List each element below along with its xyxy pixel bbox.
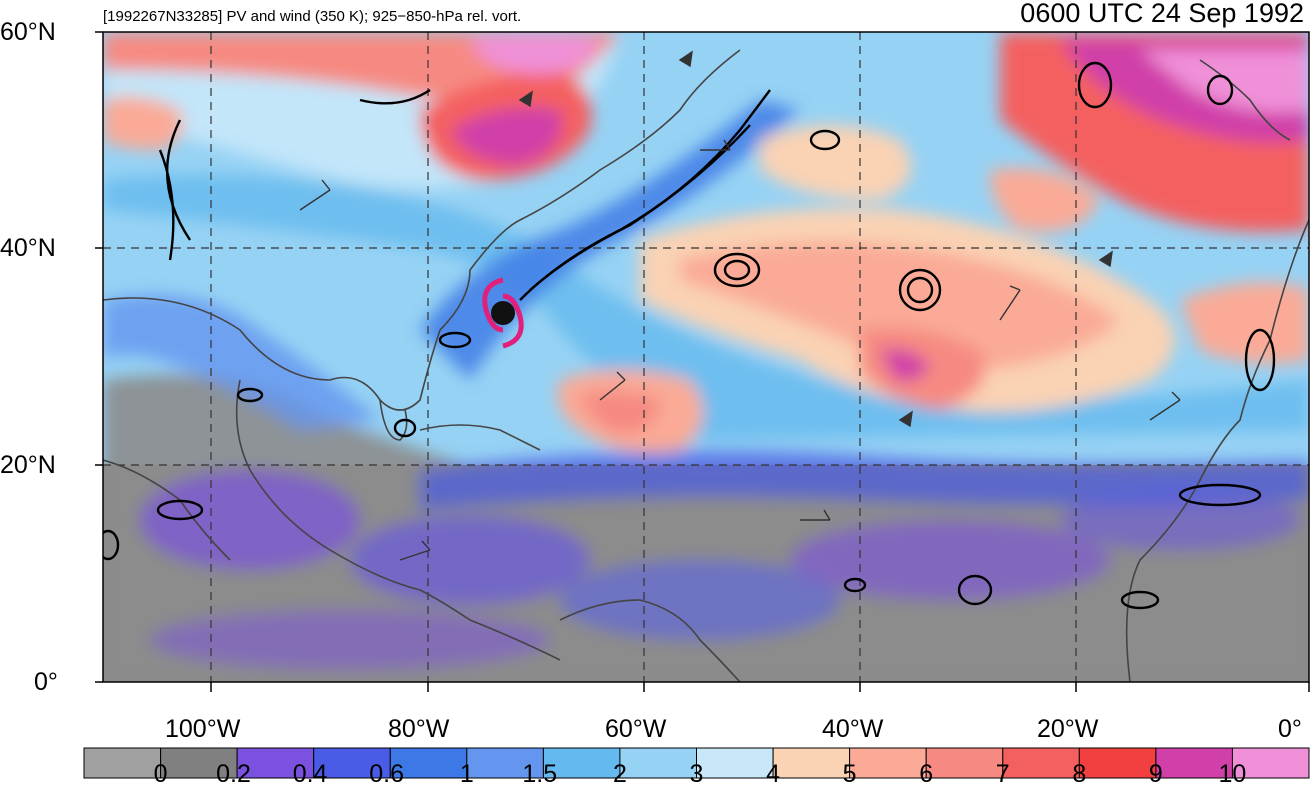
lon-label-80w: 80°W — [388, 715, 450, 743]
colorbar-swatch — [542, 747, 621, 779]
colorbar-tick-label: 1 — [459, 760, 474, 788]
colorbar-tick-label: 0.4 — [292, 760, 328, 788]
colorbar-swatch — [925, 747, 1004, 779]
colorbar-swatch — [83, 747, 162, 779]
lon-label-100w: 100°W — [165, 715, 241, 743]
lon-label-40w: 40°W — [822, 715, 884, 743]
lat-label-20n: 20°N — [0, 451, 56, 479]
axis-ticks — [95, 31, 1310, 692]
colorbar-swatch — [1078, 747, 1157, 779]
colorbar-tick-label: 10 — [1218, 760, 1247, 788]
plot-title: 0600 UTC 24 Sep 1992 — [1020, 0, 1304, 28]
map-panel — [95, 31, 1310, 692]
colorbar-tick-label: 0 — [153, 760, 168, 788]
colorbar-tick-label: 5 — [842, 760, 857, 788]
colorbar-tick-label: 0.2 — [216, 760, 251, 788]
colorbar-swatch — [313, 747, 391, 779]
colorbar-swatch — [1231, 747, 1310, 779]
lat-label-60n: 60°N — [0, 18, 56, 46]
map-frame — [102, 31, 1310, 683]
colorbar-swatch — [1155, 747, 1234, 779]
colorbar-tick-label: 9 — [1148, 760, 1163, 788]
lon-label-20w: 20°W — [1037, 715, 1099, 743]
colorbar — [83, 747, 1310, 779]
colorbar-tick-label: 6 — [919, 760, 934, 788]
colorbar-swatch — [1002, 747, 1080, 779]
colorbar-tick-label: 8 — [1072, 760, 1087, 788]
lon-label-0: 0° — [1278, 715, 1302, 743]
plot-subtitle: [1992267N33285] PV and wind (350 K); 925… — [103, 8, 522, 25]
colorbar-tick-label: 1.5 — [522, 760, 558, 788]
colorbar-tick-label: 2 — [612, 760, 627, 788]
colorbar-swatch — [236, 747, 315, 779]
colorbar-swatch — [849, 747, 927, 779]
lat-label-0: 0° — [34, 668, 58, 696]
colorbar-swatch — [772, 747, 851, 779]
colorbar-swatch — [619, 747, 698, 779]
pv-field — [103, 32, 1309, 682]
colorbar-tick-label: 3 — [689, 760, 704, 788]
colorbar-tick-label: 7 — [995, 760, 1010, 788]
vorticity-contours — [103, 61, 1276, 610]
colorbar-tick-label: 0.6 — [369, 760, 405, 788]
tropical-cyclone-icon — [482, 277, 524, 349]
colorbar-tick-label: 4 — [766, 760, 780, 788]
colorbar-swatch — [696, 747, 774, 779]
lat-label-40n: 40°N — [0, 234, 56, 262]
lon-label-60w: 60°W — [605, 715, 667, 743]
graticule — [103, 32, 1309, 682]
wind-barbs — [299, 50, 1181, 561]
